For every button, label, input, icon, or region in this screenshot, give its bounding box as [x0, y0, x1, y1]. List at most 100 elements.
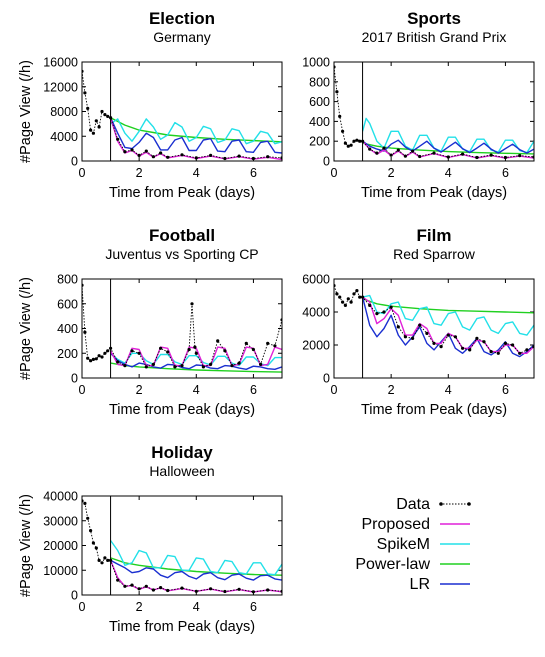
- y-tick-label: 0: [323, 372, 330, 386]
- data-point: [237, 587, 241, 591]
- y-tick-label: 600: [309, 95, 330, 109]
- data-point: [335, 292, 339, 296]
- data-point: [123, 584, 127, 588]
- x-tick-label: 0: [331, 166, 338, 180]
- data-point: [389, 305, 393, 309]
- data-point: [244, 341, 248, 345]
- data-point: [352, 139, 356, 143]
- chart-subtitle: Halloween: [149, 463, 214, 479]
- y-tick-label: 16000: [43, 56, 78, 70]
- data-point: [518, 351, 522, 355]
- data-point: [503, 341, 507, 345]
- data-point: [159, 586, 163, 590]
- data-point: [223, 156, 227, 161]
- data-point: [266, 588, 270, 592]
- data-point: [251, 156, 255, 161]
- data-point: [103, 351, 107, 355]
- y-tick-label: 800: [309, 75, 330, 89]
- series-line-lr: [110, 352, 282, 370]
- y-tick-label: 4000: [302, 306, 330, 320]
- data-point: [358, 139, 362, 143]
- y-tick-label: 400: [57, 322, 78, 336]
- series-line-spikem: [361, 117, 534, 154]
- data-point: [352, 292, 356, 296]
- data-point: [343, 303, 347, 307]
- data-point: [396, 325, 400, 329]
- data-point: [223, 349, 227, 353]
- data-point: [97, 558, 101, 563]
- data-point: [349, 143, 353, 147]
- data-point: [130, 148, 134, 152]
- data-point: [237, 154, 241, 158]
- data-point: [432, 341, 436, 345]
- data-point: [89, 128, 93, 132]
- data-point: [180, 364, 184, 368]
- series-line-lr: [110, 559, 282, 581]
- data-point: [159, 346, 163, 350]
- x-tick-label: 2: [388, 166, 395, 180]
- data-point: [180, 586, 184, 590]
- series-line-powerlaw: [362, 142, 534, 155]
- data-point: [100, 355, 104, 359]
- chart-title: Football: [149, 226, 215, 245]
- data-point: [106, 349, 110, 353]
- data-point: [349, 300, 353, 304]
- data-point: [187, 347, 191, 352]
- data-point: [403, 335, 407, 339]
- data-point: [151, 588, 155, 592]
- chart-title: Election: [149, 9, 215, 28]
- series-line-lr: [109, 117, 282, 154]
- x-tick-label: 0: [79, 383, 86, 397]
- data-point: [489, 350, 493, 354]
- x-tick-label: 2: [388, 383, 395, 397]
- x-tick-label: 6: [502, 166, 509, 180]
- data-point: [461, 346, 465, 350]
- data-point: [518, 154, 522, 158]
- data-point: [166, 588, 170, 593]
- data-point: [144, 365, 148, 369]
- data-point: [103, 556, 107, 560]
- legend-label-lr: LR: [410, 576, 430, 593]
- data-point: [375, 151, 379, 155]
- legend-label-powerlaw: Power-law: [355, 556, 430, 573]
- y-tick-label: 400: [309, 115, 330, 129]
- data-point: [266, 341, 270, 345]
- data-point: [151, 155, 155, 159]
- series-group: [82, 69, 282, 161]
- y-tick-label: 12000: [43, 80, 78, 94]
- data-point: [425, 331, 429, 335]
- x-tick-label: 4: [193, 383, 200, 397]
- data-point: [475, 336, 479, 340]
- data-point: [355, 138, 359, 142]
- data-point: [346, 297, 350, 301]
- x-tick-label: 4: [445, 166, 452, 180]
- data-point: [510, 343, 515, 347]
- data-point: [468, 348, 472, 352]
- data-point: [97, 354, 101, 358]
- y-tick-label: 200: [309, 135, 330, 149]
- data-point: [180, 153, 184, 157]
- y-axis-label: #Page View (/h): [18, 277, 34, 380]
- data-point: [116, 360, 120, 364]
- data-point: [83, 501, 87, 505]
- data-point: [91, 541, 95, 545]
- data-point: [338, 114, 342, 118]
- series-group: [82, 283, 282, 373]
- legend-marker: [467, 502, 471, 506]
- x-tick-label: 4: [193, 600, 200, 614]
- data-point: [83, 330, 87, 334]
- data-point: [251, 347, 255, 352]
- y-tick-label: 0: [71, 372, 78, 386]
- y-tick-label: 4000: [50, 130, 78, 144]
- data-point: [130, 583, 134, 587]
- chart-subtitle: 2017 British Grand Prix: [362, 29, 507, 45]
- y-tick-label: 6000: [302, 273, 330, 287]
- x-tick-label: 6: [250, 600, 257, 614]
- y-tick-label: 2000: [302, 339, 330, 353]
- data-point: [173, 365, 177, 369]
- data-point: [144, 149, 148, 153]
- y-tick-label: 10000: [43, 564, 78, 578]
